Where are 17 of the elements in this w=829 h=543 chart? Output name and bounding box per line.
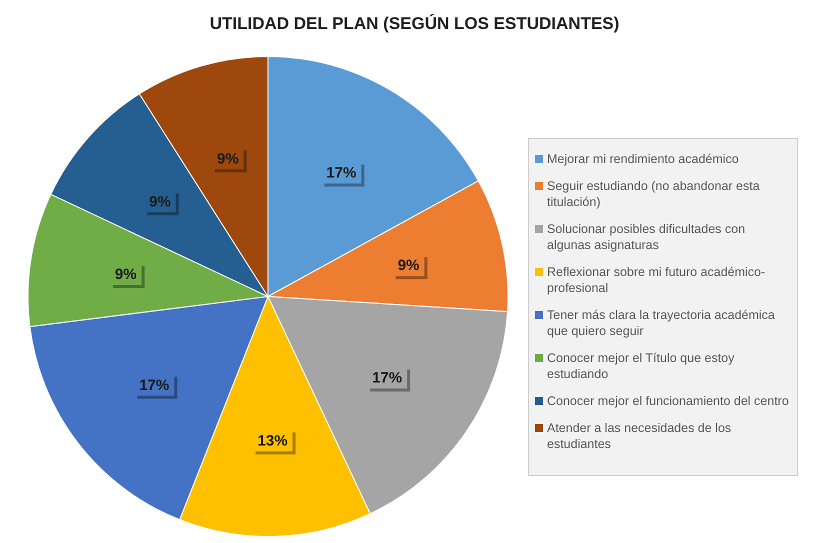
legend-label: Conocer mejor el Título que estoy estudiando <box>547 350 736 382</box>
data-label: 9% <box>149 193 171 210</box>
data-label: 9% <box>114 266 137 284</box>
data-label: 17% <box>139 376 170 394</box>
data-label: 9% <box>398 257 420 274</box>
legend-label: Solucionar posibles dificultades con algunas asignaturas <box>547 220 746 252</box>
chart-title: UTILIDAD DEL PLAN (SEGÚN LOS ESTUDIANTES) <box>208 13 620 35</box>
legend-label: Seguir estudiando (no abandonar esta titulación) <box>547 178 761 210</box>
legend-label: Mejorar mi rendimiento académico <box>547 150 739 166</box>
data-label: 17% <box>326 164 356 182</box>
data-label: 9% <box>216 150 239 168</box>
legend-label: Tener más clara la trayectoria académica que quiero seguir <box>547 306 776 338</box>
legend-label: Conocer mejor el funcionamiento del centro <box>547 392 789 408</box>
data-label: 17% <box>372 370 402 387</box>
legend-label: Atender a las necesidades de los estudiantes <box>547 420 732 452</box>
legend-label: Reflexionar sobre mi futuro académico-profesional <box>547 264 766 296</box>
data-label: 13% <box>258 432 288 450</box>
